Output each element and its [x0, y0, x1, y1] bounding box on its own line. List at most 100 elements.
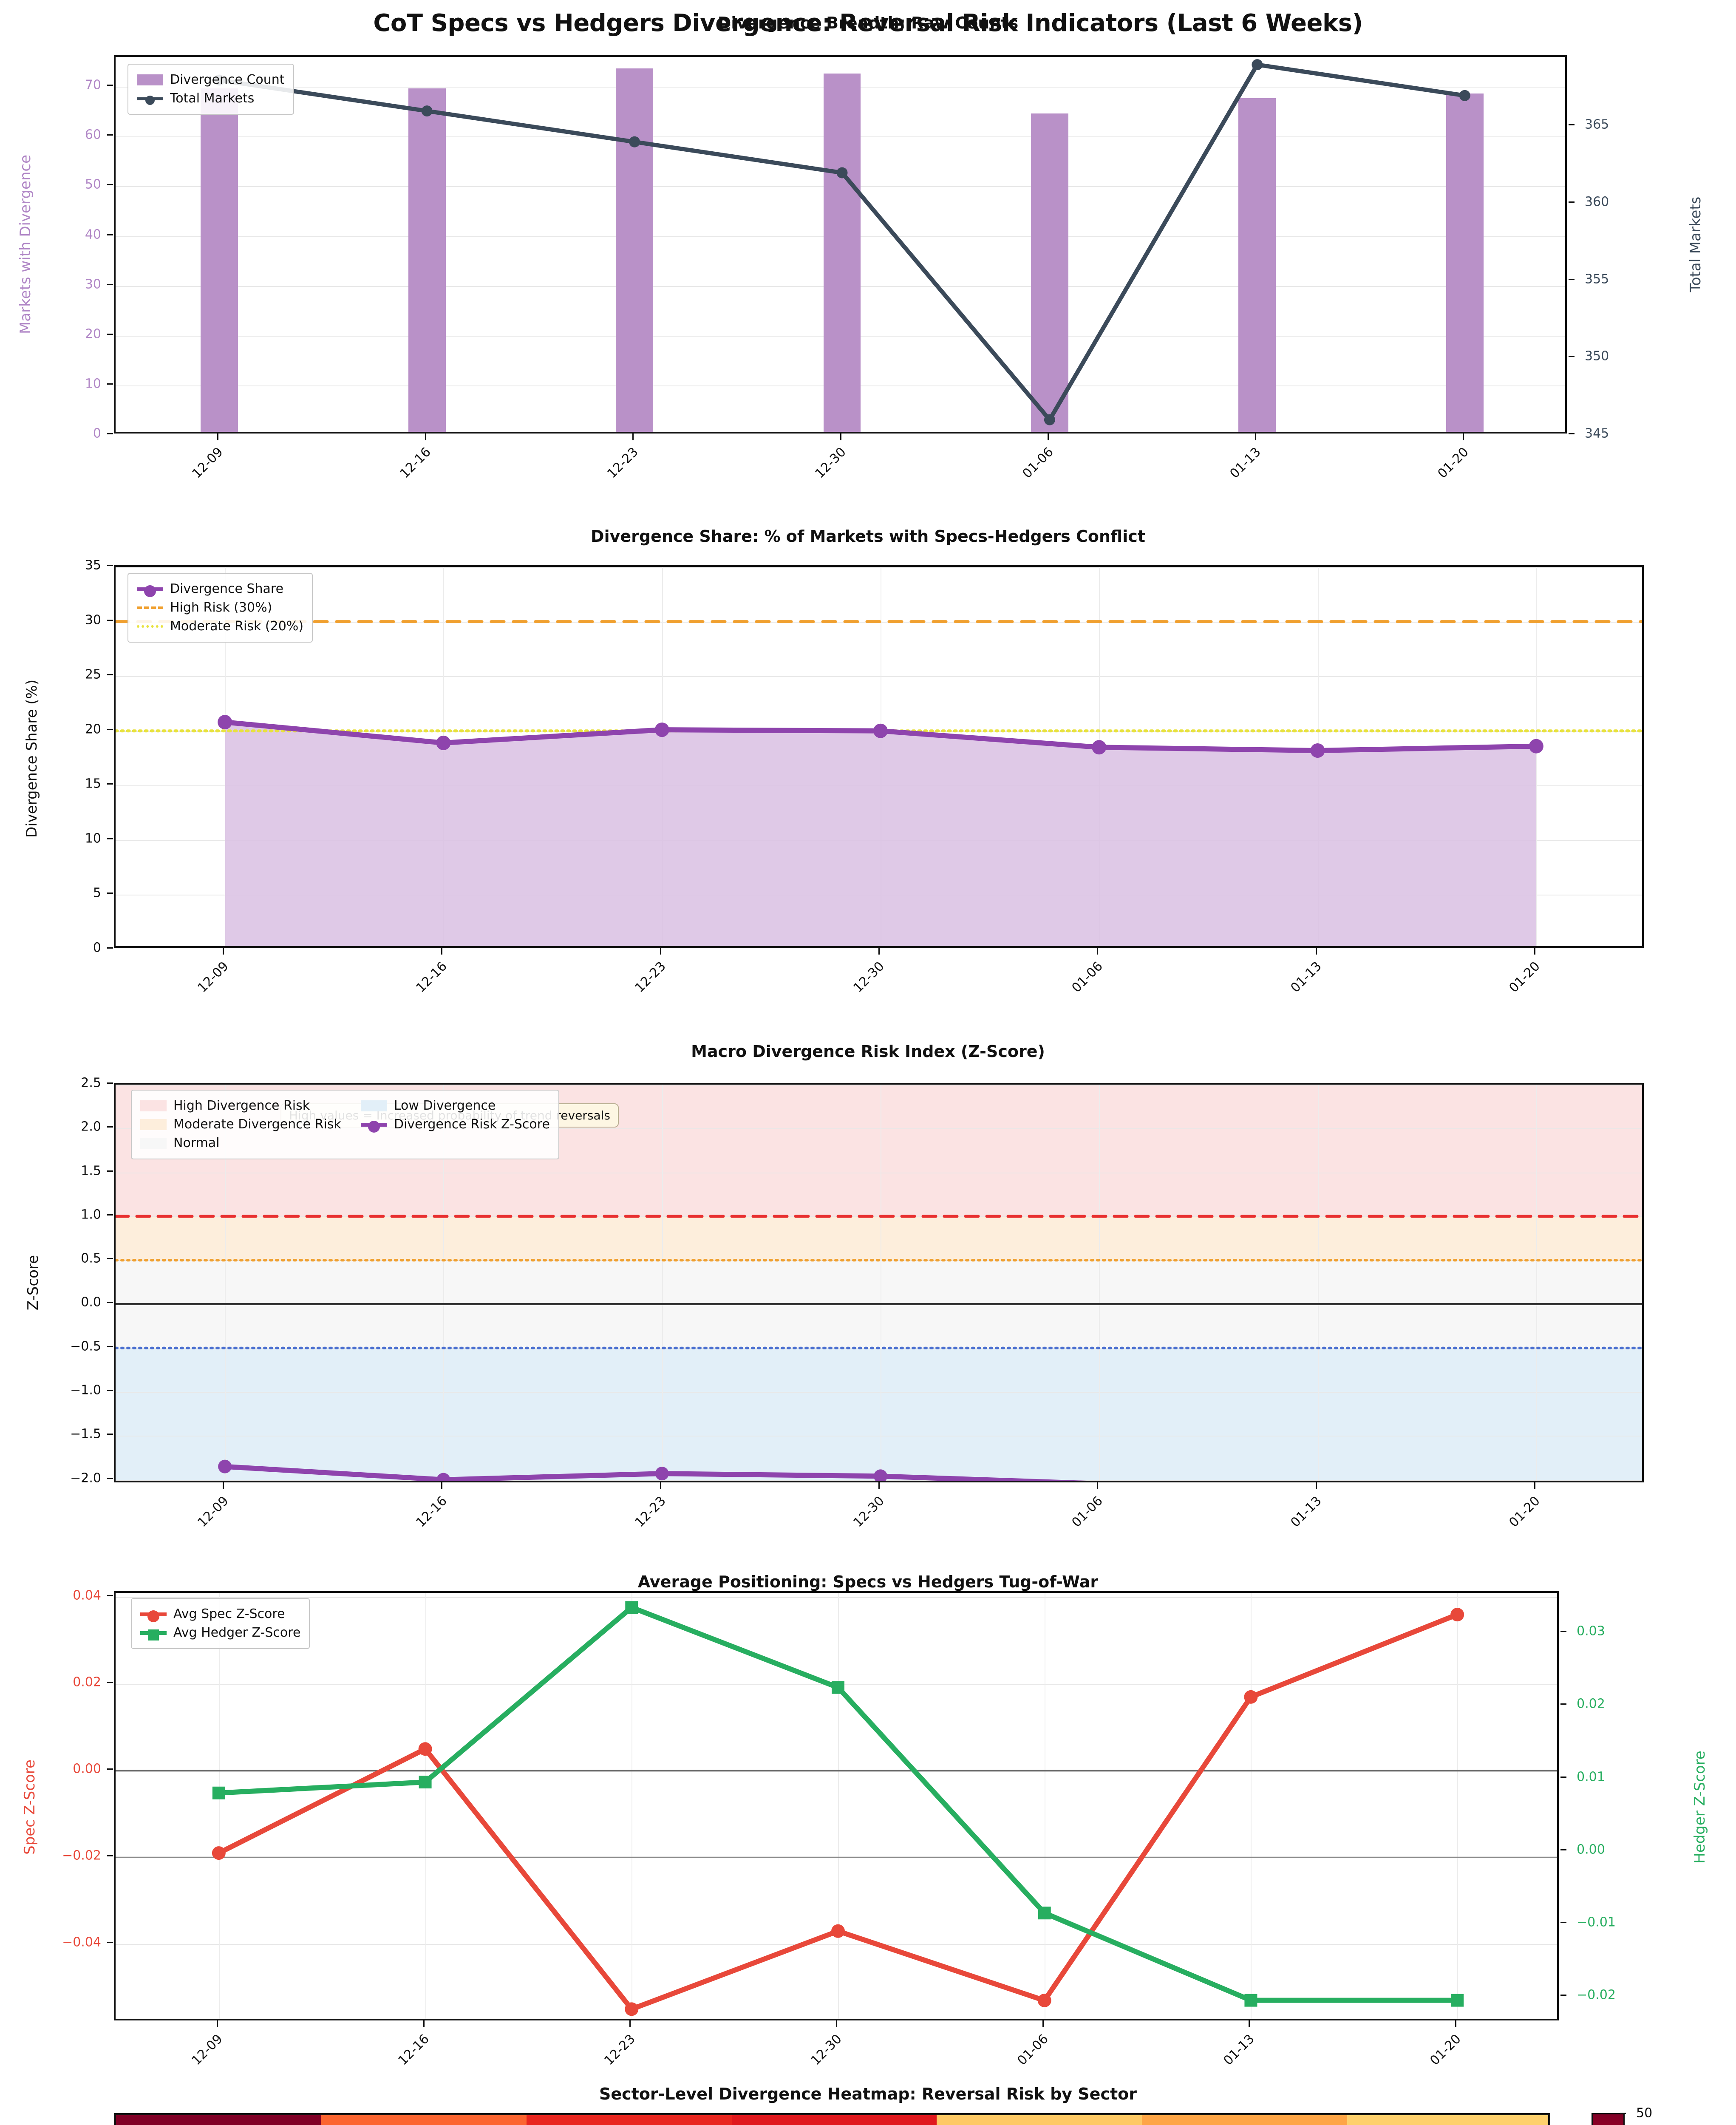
y-axis-tick-label: 25	[85, 667, 101, 682]
colorbar-tickmark	[1620, 2113, 1626, 2114]
y-axis-tick-label: 0.04	[73, 1588, 101, 1603]
y-axis-tickmark	[107, 333, 113, 335]
x-axis-tick-label: 01-20	[1506, 1493, 1543, 1530]
y-axis-tickmark	[107, 1595, 113, 1597]
y-axis-right-tick-label: 0.00	[1577, 1842, 1605, 1857]
gridline	[116, 1597, 1557, 1598]
y-axis-tick-label: 40	[85, 227, 101, 242]
gridline	[218, 1593, 220, 2019]
y-axis-tickmark	[107, 1302, 113, 1303]
y-axis-tickmark	[107, 134, 113, 136]
y-axis-tick-label: 10	[85, 376, 101, 391]
panel4-legend[interactable]: Avg Spec Z-Score Avg Hedger Z-Score	[131, 1598, 310, 1649]
heatmap-cell: 29	[321, 2115, 527, 2125]
y-axis-tick-label: −0.04	[62, 1935, 101, 1950]
y-axis-tick-label: −0.02	[62, 1848, 101, 1863]
dashed-line-icon	[137, 606, 163, 609]
line-marker-icon	[140, 1629, 167, 1640]
gridline	[116, 1944, 1557, 1945]
legend-label: Moderate Divergence Risk	[173, 1116, 341, 1132]
y-axis-right-tickmark	[1560, 1703, 1566, 1705]
y-axis-right-tick-label: −0.02	[1577, 1987, 1616, 2003]
legend-label: Low Divergence	[394, 1098, 496, 1113]
panel2-plot-area	[114, 565, 1644, 948]
band-swatch-icon	[140, 1138, 167, 1149]
panel3-ylabel: Z-Score	[25, 1255, 42, 1311]
x-axis-tickmark	[660, 948, 661, 955]
gridline	[1251, 1593, 1252, 2019]
x-axis-tickmark	[1534, 948, 1535, 955]
y-axis-right-tickmark	[1560, 1849, 1566, 1850]
heatmap-cell: 36	[526, 2115, 732, 2125]
y-axis-right-tick-label: 355	[1585, 272, 1609, 287]
legend-label: High Risk (30%)	[170, 600, 272, 615]
y-axis-right-tick-label: 360	[1585, 194, 1609, 210]
y-axis-tickmark	[107, 383, 113, 385]
y-axis-tickmark	[107, 674, 113, 676]
y-axis-tick-label: −1.0	[70, 1383, 101, 1398]
y-axis-right-tick-label: 0.01	[1577, 1769, 1605, 1785]
y-axis-right-tick-label: 345	[1585, 426, 1609, 441]
gridline	[1536, 1085, 1537, 1481]
y-axis-tick-label: 0.02	[73, 1674, 101, 1690]
y-axis-tickmark	[107, 1346, 113, 1347]
bar-divergence-count	[1446, 93, 1484, 432]
y-axis-tick-label: 30	[85, 277, 101, 292]
bar-divergence-count	[1031, 113, 1068, 432]
legend-item-high-risk: High Risk (30%)	[137, 598, 303, 617]
x-axis-tick-label: 12-23	[632, 1493, 669, 1530]
y-axis-right-tickmark	[1560, 1921, 1566, 1923]
line-marker-icon	[137, 95, 163, 105]
line-marker-icon	[360, 1120, 387, 1133]
panel-divergence-share: Divergence Share (%) High values = Incre…	[0, 523, 1736, 1128]
y-axis-tickmark	[107, 1170, 113, 1172]
colorbar-tick-label: 50	[1636, 2105, 1653, 2121]
legend-label: Total Markets	[170, 91, 255, 106]
x-axis-tick-label: 12-16	[413, 959, 450, 996]
y-axis-tickmark	[107, 85, 113, 86]
panel4-ylabel-right: Hedger Z-Score	[1691, 1751, 1708, 1864]
x-axis-tick-label: 01-06	[1069, 959, 1106, 996]
x-axis-tickmark	[1315, 1482, 1317, 1489]
bar-divergence-count	[1238, 98, 1276, 432]
legend-label: Avg Hedger Z-Score	[173, 1625, 301, 1640]
y-axis-right-tickmark	[1569, 278, 1575, 280]
y-axis-tickmark	[107, 1682, 113, 1683]
y-axis-tickmark	[107, 1126, 113, 1128]
x-axis-tick-label: 12-16	[396, 445, 434, 482]
legend-label: High Divergence Risk	[173, 1098, 310, 1113]
x-axis-tickmark	[1249, 2020, 1250, 2027]
x-axis-tickmark	[1255, 434, 1257, 440]
x-axis-tickmark	[217, 434, 219, 440]
y-axis-right-tick-label: −0.01	[1577, 1915, 1616, 1930]
gridline	[1099, 1085, 1100, 1481]
panel4-ylabel-left: Spec Z-Score	[21, 1760, 38, 1855]
x-axis-tickmark	[216, 2020, 218, 2027]
y-axis-tick-label: −2.0	[70, 1470, 101, 1486]
y-axis-tick-label: −0.5	[70, 1339, 101, 1354]
panel3-legend[interactable]: High Divergence Risk Moderate Divergence…	[131, 1090, 559, 1159]
panel1-ylabel-left: Markets with Divergence	[17, 154, 34, 334]
x-axis-tickmark	[836, 2020, 837, 2027]
gridline	[1457, 1593, 1458, 2019]
bar-divergence-count	[823, 73, 861, 432]
y-axis-tickmark	[107, 184, 113, 186]
band-swatch-icon	[140, 1119, 167, 1130]
x-axis-tick-label: 01-13	[1287, 959, 1325, 996]
gridline	[116, 567, 1642, 568]
x-axis-tick-label: 12-30	[850, 1493, 887, 1530]
y-axis-tick-label: 0.00	[73, 1761, 101, 1776]
x-axis-tickmark	[1315, 948, 1317, 955]
panel2-legend[interactable]: Divergence Share High Risk (30%) Moderat…	[127, 573, 313, 643]
x-axis-tickmark	[223, 1482, 224, 1489]
y-axis-tickmark	[107, 565, 113, 566]
y-axis-right-tickmark	[1560, 1995, 1566, 1996]
y-axis-tick-label: 60	[85, 127, 101, 142]
gridline	[838, 1593, 839, 2019]
panel1-legend[interactable]: Divergence Count Total Markets	[127, 64, 294, 115]
x-axis-tickmark	[1097, 1482, 1099, 1489]
x-axis-tick-label: 01-20	[1506, 959, 1543, 996]
x-axis-tickmark	[1462, 434, 1464, 440]
y-axis-tickmark	[107, 433, 113, 434]
y-axis-right-tick-label: 350	[1585, 348, 1609, 364]
